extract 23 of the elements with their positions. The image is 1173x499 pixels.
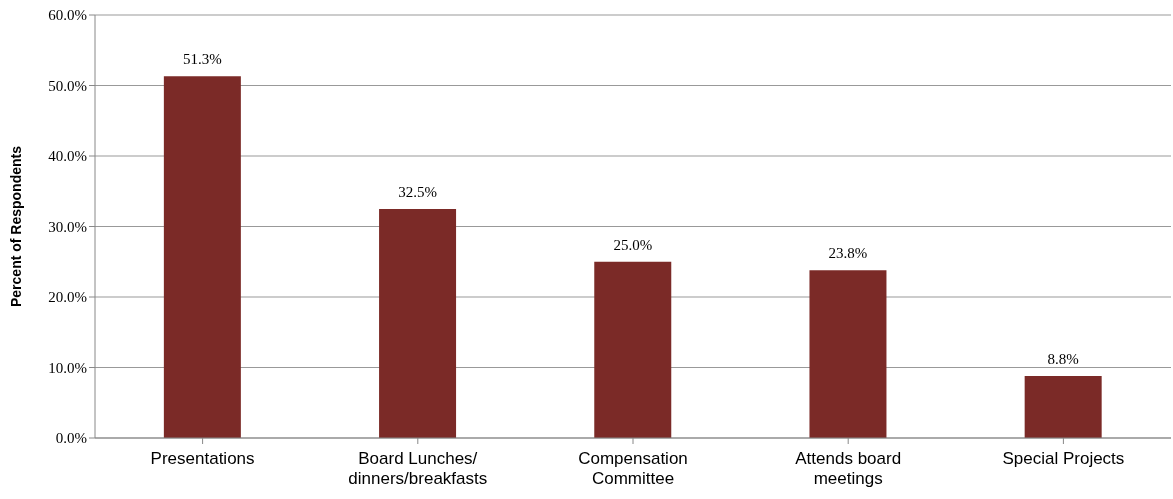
x-tick-label: Presentations [150, 449, 255, 468]
y-tick-label: 10.0% [48, 359, 87, 376]
bar [1024, 375, 1102, 438]
bar [163, 76, 241, 438]
data-label: 51.3% [182, 51, 222, 68]
x-tick-label: Special Projects [1002, 449, 1125, 468]
y-tick-label: 20.0% [48, 289, 87, 306]
y-axis-title: Percent of Respondents [7, 145, 24, 308]
data-label: 25.0% [613, 236, 653, 253]
x-tick-label: Attends board meetings [795, 449, 902, 488]
y-tick-label: 40.0% [48, 148, 87, 165]
x-tick-label: Board Lunches/ dinners/breakfasts [348, 449, 488, 488]
y-tick-label: 0.0% [55, 430, 87, 447]
bar [379, 208, 457, 438]
bar [594, 261, 672, 438]
y-tick-label: 50.0% [48, 77, 87, 94]
y-tick-label: 30.0% [48, 218, 87, 235]
data-label: 23.8% [828, 245, 868, 262]
bar [809, 270, 887, 438]
data-label: 32.5% [398, 183, 437, 200]
x-tick-label: Compensation Committee [578, 449, 688, 488]
data-label: 8.8% [1047, 350, 1079, 367]
y-tick-label: 60.0% [48, 7, 87, 24]
